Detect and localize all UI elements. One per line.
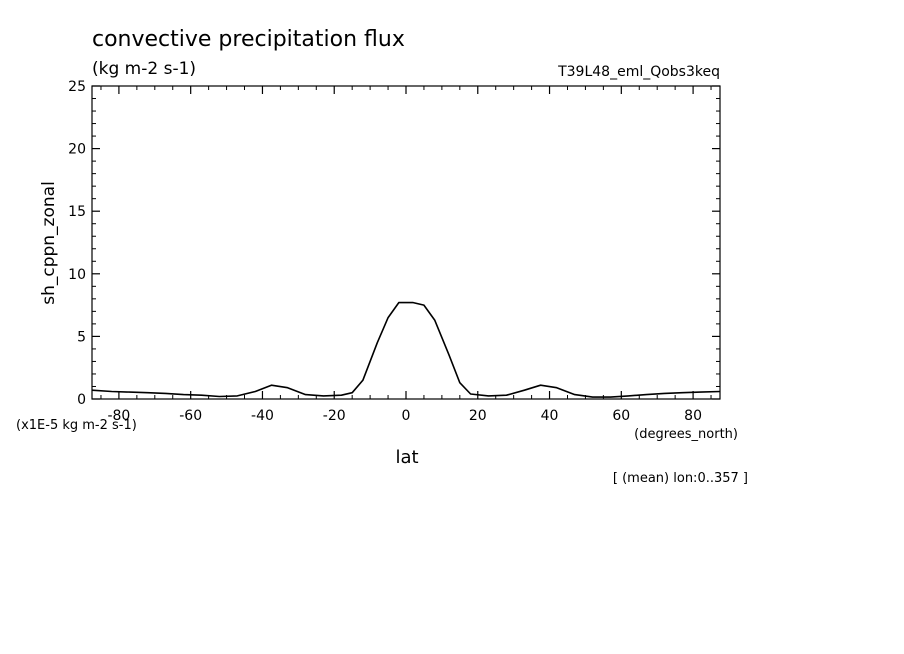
- tick-labels: -80 -60 -40 -20 0 20 40 60 80 0 5 10 15 20 25: [68, 79, 702, 424]
- x-tick-label: -80: [107, 408, 130, 424]
- x-tick-label: -60: [179, 408, 202, 424]
- series-line: [91, 301, 721, 398]
- x-tick-label: 60: [612, 408, 630, 424]
- x-tick-label: 0: [402, 408, 411, 424]
- y-tick-label: 10: [68, 267, 86, 283]
- x-tick-label: 20: [469, 408, 487, 424]
- y-axis-label: sh_cppn_zonal: [39, 181, 59, 305]
- x-tick-label: -20: [323, 408, 346, 424]
- y-tick-label: 5: [77, 329, 86, 345]
- x-tick-label: 40: [541, 408, 559, 424]
- run-label: T39L48_eml_Qobs3keq: [557, 64, 720, 80]
- y-tick-label: 15: [68, 204, 86, 220]
- axes: [91, 85, 721, 400]
- x-units-label: (degrees_north): [634, 427, 738, 442]
- y-tick-label: 0: [77, 392, 86, 408]
- x-tick-label: -40: [251, 408, 274, 424]
- y-tick-label: 20: [68, 142, 86, 158]
- chart-units-label: (kg m-2 s-1): [92, 59, 196, 79]
- y-tick-label: 25: [68, 79, 86, 95]
- x-tick-label: 80: [684, 408, 702, 424]
- x-axis-label: lat: [395, 447, 418, 468]
- footer-label: [ (mean) lon:0..357 ]: [613, 471, 748, 486]
- plot-frame: [91, 85, 721, 400]
- chart-title: convective precipitation flux: [92, 27, 405, 52]
- y-scale-label: (x1E-5 kg m-2 s-1): [16, 418, 137, 433]
